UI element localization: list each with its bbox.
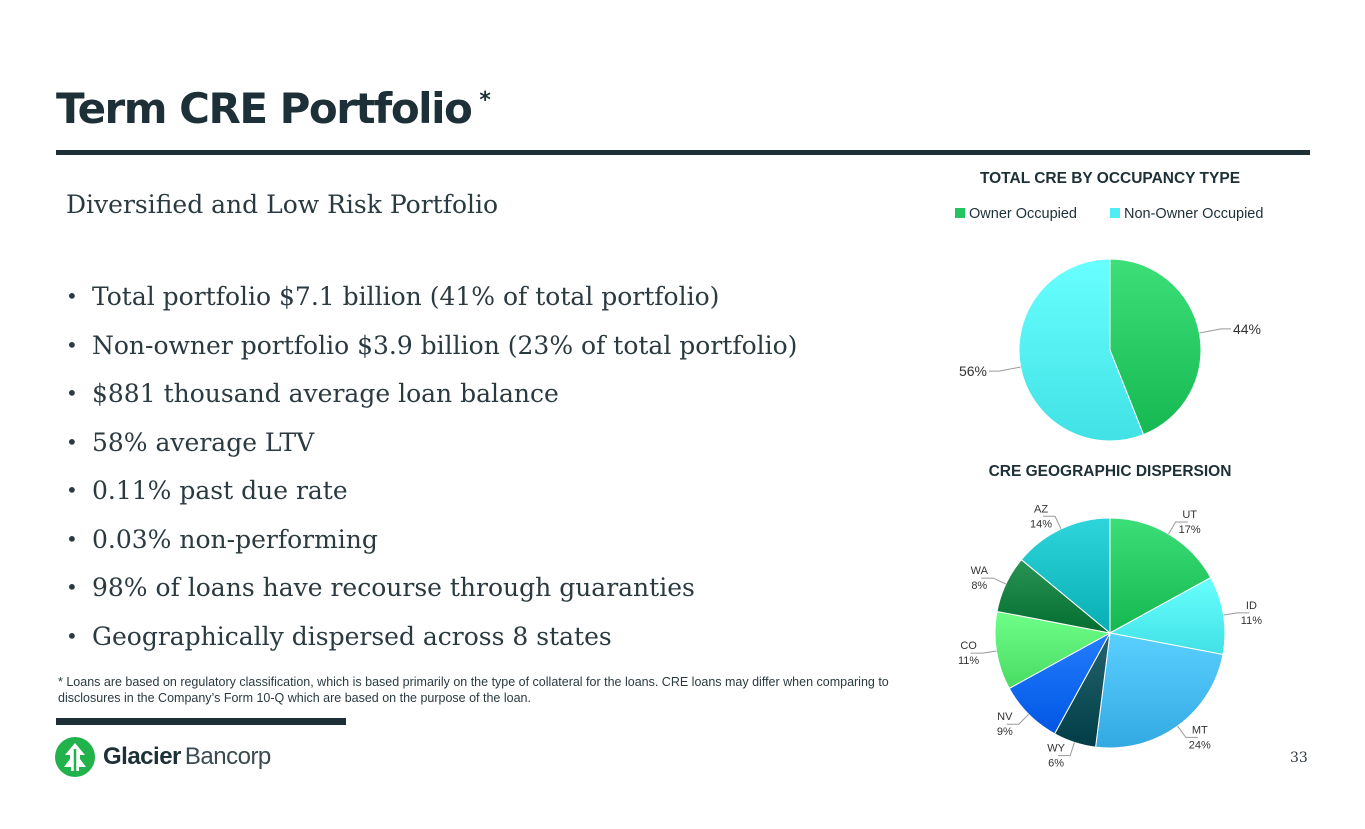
occupancy-legend: Owner Occupied Non-Owner Occupied (955, 206, 1263, 222)
logo-wordmark-bold: Glacier (103, 743, 181, 770)
bullet-dot: • (66, 478, 78, 502)
footnote: * Loans are based on regulatory classifi… (58, 675, 889, 705)
company-logo: Glacier Bancorp (55, 737, 271, 777)
leader-line-id (1223, 612, 1250, 616)
geo-chart-title: CRE GEOGRAPHIC DISPERSION (989, 463, 1232, 480)
pie-slice-mt (1095, 632, 1224, 749)
bullet-text: Geographically dispersed across 8 states (92, 621, 612, 651)
bullet-dot: • (66, 575, 78, 599)
slice-category-label-ut: UT (1182, 509, 1197, 521)
slice-category-label-id: ID (1246, 600, 1257, 612)
pie-slice-co (994, 610, 1112, 690)
occupancy-pie: 44% 56% (959, 258, 1261, 442)
slice-category-label-wa: WA (971, 565, 989, 577)
bullet-item: • $881 thousand average loan balance (66, 379, 797, 428)
leader-line-nv (1006, 713, 1030, 725)
bullet-dot: • (66, 284, 78, 308)
slice-category-label-nv: NV (997, 711, 1013, 723)
bullet-text: 0.03% non-performing (92, 524, 378, 554)
slice-category-label-wy: WY (1047, 743, 1065, 755)
bullet-text: 98% of loans have recourse through guara… (92, 573, 695, 602)
bullet-list: • Total portfolio $7.1 billion (41% of to… (66, 282, 797, 670)
bullet-text: 0.11% past due rate (92, 476, 348, 505)
slice-value-label-wy: 6% (1048, 758, 1064, 770)
bullet-dot: • (66, 623, 78, 648)
slice-value-label-wa: 8% (971, 580, 987, 592)
bullet-item: • 58% average LTV (66, 428, 797, 477)
bullet-dot: • (66, 429, 78, 454)
title-divider (56, 150, 1310, 155)
pie-slice-non-owner-occupied (1018, 258, 1145, 442)
title-footnote-mark: * (479, 88, 491, 113)
slide-title-text: Term CRE Portfolio (56, 84, 473, 133)
bullet-item: • 0.03% non-performing (66, 525, 797, 574)
leader-line-non-owner-occupied (989, 366, 1021, 372)
bullet-dot: • (66, 332, 78, 357)
slice-category-label-co: CO (960, 640, 977, 652)
logo-wordmark-light: Bancorp (184, 743, 271, 770)
legend-swatch-owner-occupied (955, 208, 965, 218)
leader-line-wa (981, 577, 1007, 585)
leader-line-co (970, 650, 997, 654)
slide-title: Term CRE Portfolio * (56, 84, 491, 133)
glacier-logo-icon (55, 737, 95, 777)
logo-wordmark: Glacier Bancorp (103, 743, 271, 771)
legend-label-non-owner-occupied: Non-Owner Occupied (1124, 206, 1263, 222)
slice-value-label-nv: 9% (997, 726, 1013, 738)
page-number: 33 (1290, 750, 1308, 766)
bullet-item: • Geographically dispersed across 8 state… (66, 622, 797, 671)
bullet-text: $881 thousand average loan balance (92, 379, 559, 408)
pie-slice-id (1108, 576, 1226, 656)
bullet-item: • Total portfolio $7.1 billion (41% of to… (66, 282, 797, 331)
slice-value-label-id: 11% (1241, 615, 1262, 627)
bullet-text: Total portfolio $7.1 billion (41% of tot… (92, 282, 720, 311)
slice-value-label-ut: 17% (1179, 524, 1201, 536)
bullet-item: • Non-owner portfolio $3.9 billion (23% o… (66, 331, 797, 380)
leader-line-az (1043, 515, 1062, 530)
leader-line-owner-occupied (1199, 328, 1231, 334)
leader-line-wy (1058, 742, 1075, 757)
legend-label-owner-occupied: Owner Occupied (969, 206, 1077, 222)
section-subtitle: Diversified and Low Risk Portfolio (66, 190, 499, 219)
legend-swatch-non-owner-occupied (1110, 208, 1120, 218)
leader-line-mt (1177, 725, 1198, 738)
slice-category-label-az: AZ (1034, 503, 1048, 515)
slice-value-label-non-owner-occupied: 56% (959, 363, 987, 379)
footer-divider (56, 718, 346, 725)
leader-line-ut (1168, 521, 1188, 535)
slice-value-label-owner-occupied: 44% (1233, 321, 1261, 337)
slice-value-label-az: 14% (1030, 518, 1052, 530)
geo-pie: UT 17% ID 11% MT 24% WY 6% NV 9% CO 11% WA 8% AZ 14% (958, 503, 1262, 769)
bullet-item: • 0.11% past due rate (66, 476, 797, 525)
slice-category-label-mt: MT (1192, 724, 1208, 736)
bullet-item: • 98% of loans have recourse through guar… (66, 573, 797, 622)
bullet-text: 58% average LTV (92, 427, 315, 457)
bullet-text: Non-owner portfolio $3.9 billion (23% of… (92, 330, 798, 360)
occupancy-chart-title: TOTAL CRE BY OCCUPANCY TYPE (980, 170, 1240, 187)
bullet-dot: • (66, 381, 78, 405)
slice-value-label-mt: 24% (1189, 739, 1211, 751)
slice-value-label-co: 11% (958, 655, 979, 667)
bullet-dot: • (66, 526, 78, 551)
